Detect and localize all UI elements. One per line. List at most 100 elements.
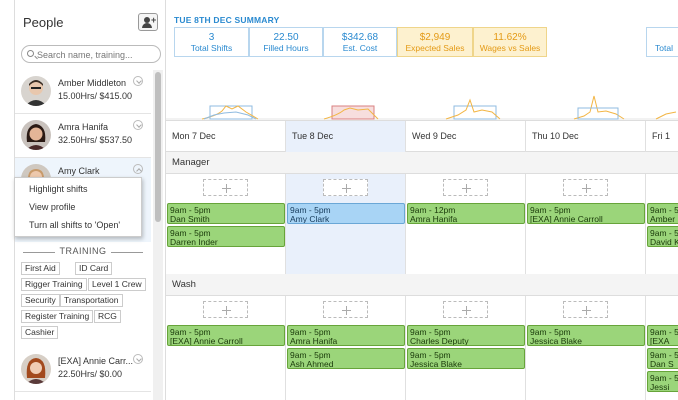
shift-time: 9am - 5pm — [410, 350, 451, 360]
sidebar-scroll-thumb[interactable] — [155, 72, 161, 222]
add-person-button[interactable]: + — [138, 13, 158, 31]
person-rate: 15.00Hrs/ $415.00 — [58, 91, 133, 101]
day-header[interactable]: Wed 9 Dec — [406, 121, 526, 152]
shift-time: 9am - 5pm — [290, 350, 331, 360]
avatar — [21, 354, 51, 384]
shift-person: Charles Deputy — [410, 336, 469, 346]
stat-next-day: Total — [646, 27, 678, 57]
sidebar-scrollbar[interactable] — [153, 70, 163, 400]
shift-card[interactable]: 9am - 5pm [EXA — [647, 325, 678, 346]
stat-total-shifts: 3 Total Shifts — [174, 27, 249, 57]
day-column — [526, 174, 646, 274]
person-row-amber-middleton[interactable]: Amber Middleton 15.00Hrs/ $415.00 — [15, 70, 151, 114]
menu-item-highlight-shifts[interactable]: Highlight shifts — [29, 184, 88, 194]
training-tag[interactable]: ID Card — [75, 262, 113, 275]
add-shift-button[interactable] — [563, 301, 608, 318]
chevron-up-icon[interactable] — [133, 164, 143, 174]
shift-card[interactable]: 9am - 5pm Jessica Blake — [407, 348, 525, 369]
add-shift-button[interactable] — [203, 301, 248, 318]
shift-time: 9am - 5pm — [290, 205, 331, 215]
stat-value: $2,949 — [419, 32, 451, 43]
shift-person: Amber — [650, 214, 676, 224]
shift-card[interactable]: 9am - 5pm Dan S — [647, 348, 678, 369]
day-header[interactable]: Thu 10 Dec — [526, 121, 646, 152]
training-tag[interactable]: First Aid — [21, 262, 60, 275]
add-shift-button[interactable] — [323, 179, 368, 196]
day-label: Thu 10 Dec — [532, 131, 579, 141]
shift-time: 9am - 12pm — [410, 205, 456, 215]
section-header-manager: Manager — [166, 152, 678, 174]
day-header-selected[interactable]: Tue 8 Dec — [286, 121, 406, 152]
day-header-row: Mon 7 Dec Tue 8 Dec Wed 9 Dec Thu 10 Dec… — [166, 120, 678, 152]
shift-card[interactable]: 9am - 5pm David K — [647, 226, 678, 247]
section-name: Wash — [172, 279, 196, 290]
search-input[interactable] — [37, 48, 157, 61]
day-header[interactable]: Mon 7 Dec — [166, 121, 286, 152]
shift-card[interactable]: 9am - 5pm [EXA] Annie Carroll — [527, 203, 645, 224]
person-row-annie-carroll[interactable]: [EXA] Annie Carr... 22.50Hrs/ $0.00 — [15, 348, 151, 392]
stat-wages-vs-sales: 11.62% Wages vs Sales — [473, 27, 547, 57]
shift-card[interactable]: 9am - 5pm Darren Inder — [167, 226, 285, 247]
shift-person: Dan Smith — [170, 214, 210, 224]
shift-time: 9am - 5pm — [530, 327, 571, 337]
training-tag[interactable]: Rigger Training — [21, 278, 87, 291]
chevron-down-icon[interactable] — [133, 120, 143, 130]
shift-card[interactable]: 9am - 5pm Ash Ahmed — [287, 348, 405, 369]
day-header[interactable]: Fri 1 — [646, 121, 678, 152]
add-shift-button[interactable] — [443, 301, 488, 318]
shift-time: 9am - 5pm — [170, 205, 211, 215]
day-column — [166, 296, 286, 400]
training-tag[interactable]: Security — [21, 294, 60, 307]
person-name: Amra Hanifa — [58, 122, 109, 132]
day-label: Mon 7 Dec — [172, 131, 216, 141]
add-shift-button[interactable] — [203, 179, 248, 196]
shift-card[interactable]: 9am - 5pm Charles Deputy — [407, 325, 525, 346]
shift-person: Ash Ahmed — [290, 359, 334, 369]
training-tag[interactable]: Register Training — [21, 310, 94, 323]
person-row-amra-hanifa[interactable]: Amra Hanifa 32.50Hrs/ $537.50 — [15, 114, 151, 158]
shift-card[interactable]: 9am - 5pm Dan Smith — [167, 203, 285, 224]
avatar — [21, 120, 51, 150]
chevron-down-icon[interactable] — [133, 76, 143, 86]
add-shift-button[interactable] — [323, 301, 368, 318]
shift-card[interactable]: 9am - 5pm [EXA] Annie Carroll — [167, 325, 285, 346]
shift-person: Jessica Blake — [530, 336, 582, 346]
menu-item-view-profile[interactable]: View profile — [29, 202, 76, 212]
stat-label: Total — [655, 43, 673, 53]
avatar — [21, 76, 51, 106]
add-shift-button[interactable] — [443, 179, 488, 196]
shift-card[interactable]: 9am - 5pm Amber — [647, 203, 678, 224]
shift-person: Dan S — [650, 359, 674, 369]
day-label: Tue 8 Dec — [292, 131, 334, 141]
stat-expected-sales: $2,949 Expected Sales — [397, 27, 473, 57]
chevron-down-icon[interactable] — [133, 354, 143, 364]
search-box[interactable] — [21, 45, 161, 63]
plus-icon: + — [151, 15, 157, 25]
person-context-menu: Highlight shifts View profile Turn all s… — [14, 177, 142, 237]
shift-time: 9am - 5pm — [650, 205, 678, 215]
person-name: Amber Middleton — [58, 78, 127, 88]
menu-item-turn-shifts-open[interactable]: Turn all shifts to 'Open' — [29, 220, 121, 230]
shift-card[interactable]: 9am - 5pm Jessica Blake — [527, 325, 645, 346]
person-name: [EXA] Annie Carr... — [58, 356, 134, 366]
shift-card[interactable]: 9am - 5pm Amra Hanifa — [287, 325, 405, 346]
shift-card-highlighted[interactable]: 9am - 5pm Amy Clark — [287, 203, 405, 224]
person-name: Amy Clark — [58, 166, 100, 176]
day-label: Wed 9 Dec — [412, 131, 457, 141]
training-tag[interactable]: Transportation — [60, 294, 123, 307]
shift-person: Amy Clark — [290, 214, 330, 224]
add-shift-button[interactable] — [563, 179, 608, 196]
shift-card[interactable]: 9am - 5pm Jessi — [647, 371, 678, 392]
training-tag[interactable]: RCG — [94, 310, 121, 323]
day-label: Fri 1 — [652, 131, 670, 141]
day-column — [286, 296, 406, 400]
shift-time: 9am - 5pm — [650, 350, 678, 360]
stat-value: $342.68 — [341, 32, 379, 43]
shift-person: [EXA — [650, 336, 670, 346]
shift-time: 9am - 5pm — [530, 205, 571, 215]
training-tag[interactable]: Cashier — [21, 326, 59, 339]
shift-card[interactable]: 9am - 12pm Amra Hanifa — [407, 203, 525, 224]
shift-person: Darren Inder — [170, 237, 218, 247]
training-tag[interactable]: Level 1 Crew — [88, 278, 146, 291]
